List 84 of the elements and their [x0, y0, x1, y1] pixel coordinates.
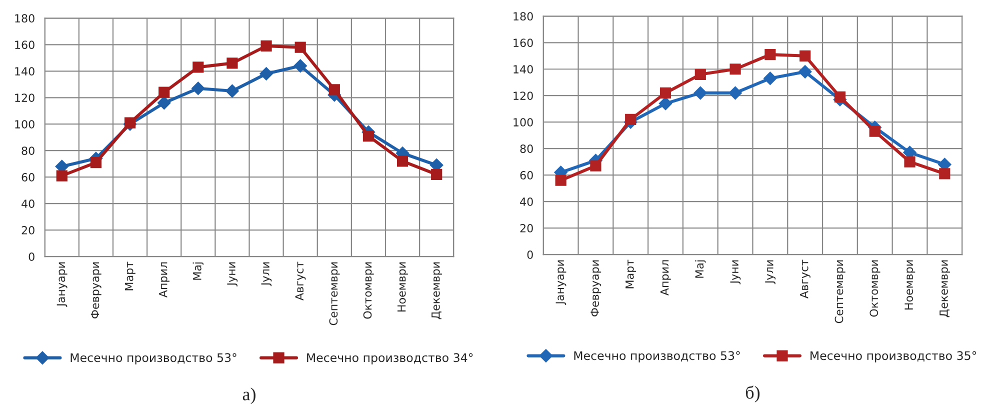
- y-tick-label: 60: [520, 171, 533, 180]
- y-tick-label: 40: [22, 200, 34, 208]
- point: [800, 50, 811, 62]
- y-tick-label: 180: [514, 12, 533, 21]
- x-tick-label: Август: [295, 262, 306, 300]
- y-tick-label: 160: [514, 38, 533, 48]
- x-tick-label: Ноември: [398, 262, 408, 312]
- x-tick-label: Мај: [695, 260, 706, 278]
- point: [658, 96, 672, 110]
- x-tick-label: Февруари: [90, 262, 102, 318]
- y-tick-label: 80: [22, 146, 34, 155]
- y-tick-label: 60: [22, 173, 34, 182]
- y-tick-label: 20: [22, 226, 34, 234]
- x-tick-label: Јуни: [227, 262, 238, 286]
- text: б): [746, 386, 760, 402]
- point: [294, 42, 306, 53]
- text: а): [242, 388, 256, 404]
- y-tick-label: 20: [520, 224, 533, 232]
- y-tick-label: 140: [15, 67, 34, 76]
- point: [834, 91, 846, 102]
- y-tick-label: 0: [28, 252, 34, 261]
- point: [294, 59, 307, 72]
- point: [798, 65, 812, 78]
- point: [226, 84, 239, 98]
- y-tick-label: 180: [15, 14, 34, 23]
- x-tick-label: Декември: [940, 260, 950, 318]
- x-tick-label: Март: [124, 262, 136, 290]
- x-tick-label: Август: [800, 260, 810, 298]
- point: [904, 156, 916, 168]
- point: [226, 58, 238, 69]
- y-tick-label: 160: [15, 40, 34, 50]
- legend-label: Месечно производство 53°: [574, 351, 740, 362]
- y-tick-label: 100: [15, 120, 34, 128]
- point: [431, 168, 442, 180]
- point: [730, 64, 741, 75]
- point: [260, 40, 272, 52]
- x-tick-label: Јануари: [556, 260, 566, 305]
- point: [590, 160, 602, 172]
- point: [192, 62, 204, 73]
- x-tick-label: Април: [660, 260, 671, 296]
- point: [362, 130, 374, 142]
- point: [869, 126, 880, 137]
- point: [328, 84, 340, 96]
- point: [939, 168, 950, 180]
- point: [660, 87, 672, 99]
- legend-label: Месечно производство 34°: [307, 353, 473, 364]
- y-tick-label: 100: [514, 118, 533, 126]
- point: [158, 86, 170, 98]
- point: [124, 117, 136, 128]
- point: [728, 86, 742, 100]
- x-tick-label: Декември: [432, 262, 442, 320]
- x-tick-label: Јули: [765, 260, 776, 284]
- point: [625, 114, 636, 126]
- y-tick-label: 140: [514, 65, 533, 74]
- point: [764, 49, 776, 60]
- y-tick-label: 80: [520, 144, 533, 153]
- x-tick-label: Март: [626, 260, 636, 288]
- x-tick-label: Април: [159, 262, 170, 298]
- point: [260, 67, 273, 80]
- x-tick-label: Јули: [261, 262, 272, 286]
- x-tick-label: Септември: [834, 260, 846, 324]
- x-tick-label: Мај: [192, 262, 204, 280]
- y-tick-label: 0: [527, 250, 533, 259]
- x-tick-label: Ноември: [904, 260, 916, 310]
- point: [192, 82, 205, 95]
- point: [764, 72, 777, 85]
- point: [555, 174, 566, 186]
- x-tick-label: Септември: [329, 262, 340, 326]
- point: [694, 68, 706, 80]
- x-tick-label: Јуни: [730, 260, 741, 284]
- x-tick-label: Октомври: [363, 262, 374, 319]
- legend-label: Месечно производство 35°: [810, 351, 976, 362]
- legend-label: Месечно производство 53°: [70, 353, 236, 364]
- x-tick-label: Октомври: [870, 260, 880, 317]
- y-tick-label: 40: [520, 198, 533, 206]
- point: [396, 156, 408, 167]
- point: [158, 96, 171, 110]
- x-tick-label: Јануари: [56, 262, 68, 307]
- x-tick-label: Февруари: [590, 260, 602, 316]
- y-tick-label: 120: [514, 92, 533, 100]
- y-tick-label: 120: [15, 94, 34, 102]
- point: [56, 170, 68, 182]
- point: [694, 86, 707, 100]
- point: [90, 156, 102, 168]
